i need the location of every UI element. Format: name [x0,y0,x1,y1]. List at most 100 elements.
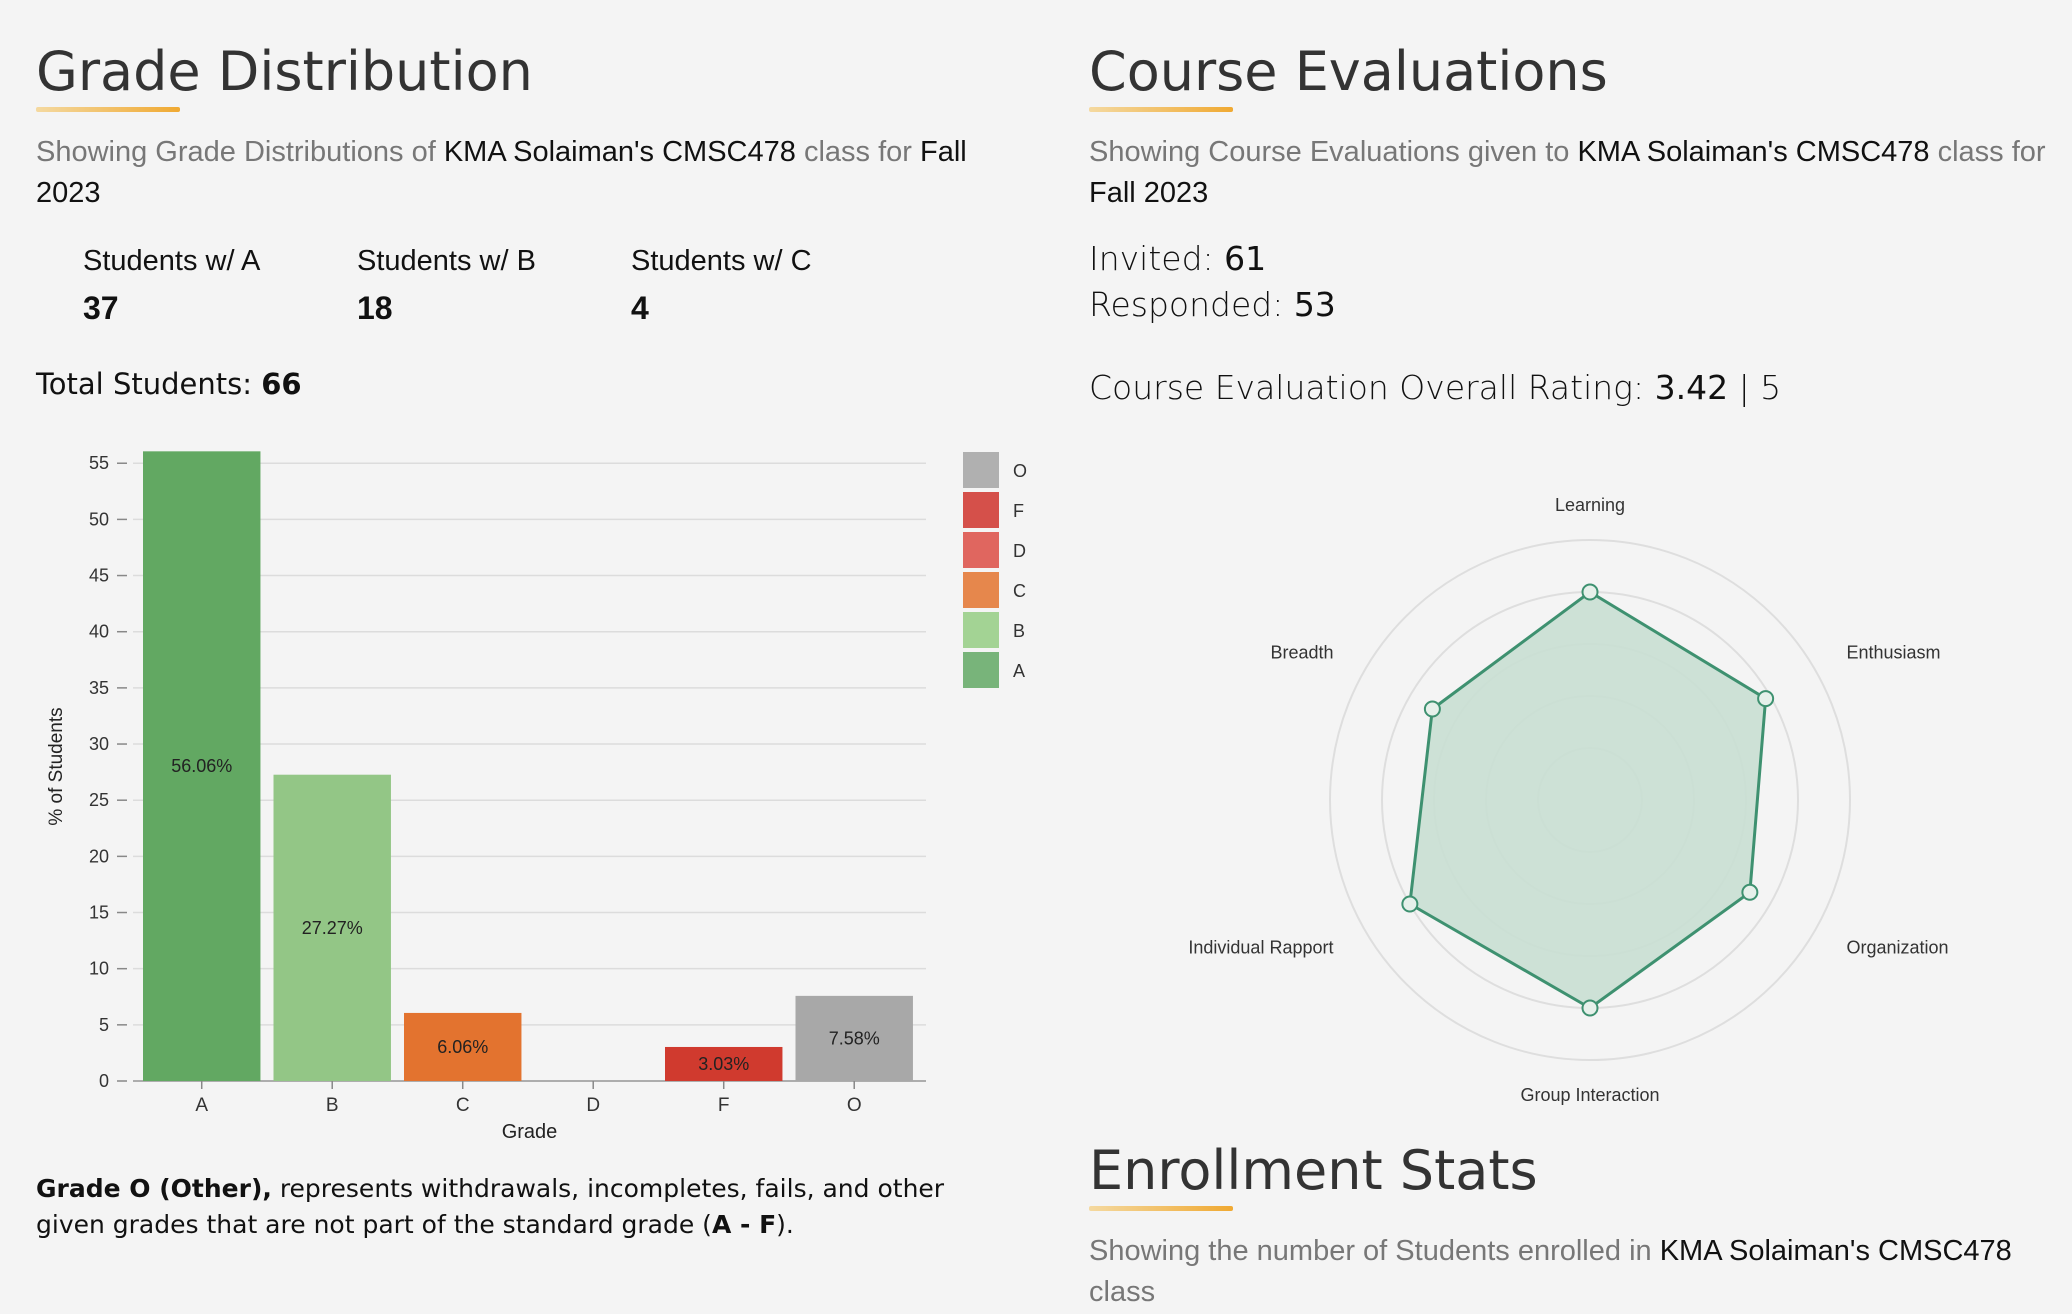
y-tick-label: 45 [89,566,109,586]
bar-value-label: 56.06% [171,756,232,776]
title-underline [1089,1206,1233,1211]
bar-O [795,995,913,1081]
grade-distribution-title: Grade Distribution [36,40,533,103]
overall-rating-label: Course Evaluation Overall Rating: [1089,368,1655,407]
x-tick-label: B [326,1095,339,1116]
title-underline [36,107,180,112]
y-tick-label: 50 [89,509,109,529]
legend-swatch-A [963,652,999,688]
x-tick-label: C [456,1095,470,1116]
x-axis-label: Grade [502,1121,558,1143]
grade-subtitle-term: Fall [919,136,967,168]
x-tick-label: D [586,1095,600,1116]
legend-label: B [1013,621,1025,641]
eval-subtitle-term: Fall 2023 [1089,177,1209,209]
evaluation-radar-chart: Learning Enthusiasm Organization Group Inte… [1188,495,1949,1105]
legend-label: C [1013,581,1026,601]
total-students: Total Students: 66 [36,367,302,401]
invited-value: 61 [1224,239,1267,278]
grade-subtitle-text-2: class for [795,136,920,168]
radar-point-individual-rapport [1401,895,1419,913]
radar-point-group-interaction [1581,999,1599,1017]
enrollment-subtitle-end: class [1089,1276,1156,1308]
radar-axis-label: Enthusiasm [1847,643,1941,663]
y-tick-label: 0 [99,1071,109,1091]
total-students-value: 66 [261,367,302,401]
radar-axis-label: Organization [1847,938,1949,958]
legend-swatch-O [963,452,999,488]
radar-point-breadth [1423,700,1441,718]
y-tick-label: 20 [89,846,109,866]
enrollment-subtitle-text: Showing the number of Students enrolled … [1089,1235,1660,1267]
y-tick-label: 15 [89,903,109,923]
bar-F [665,1046,783,1081]
grade-o-note-end: ). [776,1210,794,1239]
enrollment-subtitle-instructor: KMA Solaiman's CMSC478 [1659,1235,2012,1267]
grade-o-note-text: represents withdrawals, incompletes, fai… [36,1174,945,1239]
legend-swatch-F [963,492,999,528]
x-tick-label: F [718,1095,730,1116]
grade-bar-chart: 0 5 10 15 20 25 30 35 40 45 50 55 % of Students A 56.0… [46,451,1027,1143]
radar-axis-label: Learning [1555,495,1625,515]
grade-o-note-range: A - F [711,1210,777,1239]
eval-subtitle-text: Showing Course Evaluations given to [1089,136,1578,168]
y-tick-label: 5 [99,1015,109,1035]
radar-point-organization [1741,883,1759,901]
legend-swatch-C [963,572,999,608]
stat-b-value: 18 [357,290,393,326]
bar-value-label: 27.27% [302,918,363,938]
title-underline [1089,107,1233,112]
responded-value: 53 [1293,285,1336,324]
grade-subtitle: Showing Grade Distributions of KMA Solai… [36,132,1036,214]
responded-label: Responded: [1089,285,1294,324]
bar-B [273,774,391,1081]
radar-point-enthusiasm [1757,690,1775,708]
y-axis-label: % of Students [46,707,67,825]
stat-c-value: 4 [631,290,649,326]
bar-C [404,1012,522,1081]
grade-o-note: Grade O (Other), represents withdrawals,… [36,1171,996,1243]
x-tick-label: A [195,1095,208,1116]
legend-label: F [1013,501,1024,521]
legend-swatch-D [963,532,999,568]
y-tick-label: 35 [89,678,109,698]
legend-label: O [1013,461,1027,481]
overall-rating-max: | 5 [1728,368,1782,407]
legend-label: D [1013,541,1026,561]
stat-a-value: 37 [83,290,119,326]
overall-rating-value: 3.42 [1654,368,1729,407]
y-tick-label: 40 [89,622,109,642]
y-tick-label: 55 [89,453,109,473]
y-tick-label: 10 [89,959,109,979]
stat-c-label: Students w/ C [631,245,812,277]
invited-label: Invited: [1089,239,1225,278]
radar-grid-ring [1329,539,1851,1061]
eval-subtitle: Showing Course Evaluations given to KMA … [1089,132,2069,214]
radar-axis-label: Group Interaction [1520,1085,1659,1105]
enrollment-subtitle: Showing the number of Students enrolled … [1089,1231,2069,1313]
legend-swatch-B [963,612,999,648]
grade-subtitle-year: 2023 [36,177,101,209]
y-tick-label: 30 [89,734,109,754]
y-tick-label: 25 [89,790,109,810]
legend-label: A [1013,661,1025,681]
x-tick-label: O [847,1095,862,1116]
stat-b-label: Students w/ B [357,245,536,277]
grade-subtitle-text: Showing Grade Distributions of [36,136,444,168]
total-students-label: Total Students: [36,367,262,401]
radar-point-learning [1581,583,1599,601]
bar-A [143,451,261,1082]
eval-subtitle-text-2: class for [1929,136,2046,168]
invited-count: Invited: 61 [1089,239,1266,278]
radar-area [1408,590,1768,1010]
grade-subtitle-instructor: KMA Solaiman's CMSC478 [443,136,796,168]
bar-value-label: 3.03% [698,1054,749,1074]
eval-subtitle-instructor: KMA Solaiman's CMSC478 [1577,136,1930,168]
enrollment-stats-title: Enrollment Stats [1089,1139,1538,1202]
radar-axis-label: Individual Rapport [1188,938,1333,958]
bar-value-label: 6.06% [437,1037,488,1057]
grade-o-note-bold: Grade O (Other), [36,1174,272,1203]
stat-a-label: Students w/ A [83,245,261,277]
responded-count: Responded: 53 [1089,285,1336,324]
radar-axis-label: Breadth [1270,643,1333,663]
